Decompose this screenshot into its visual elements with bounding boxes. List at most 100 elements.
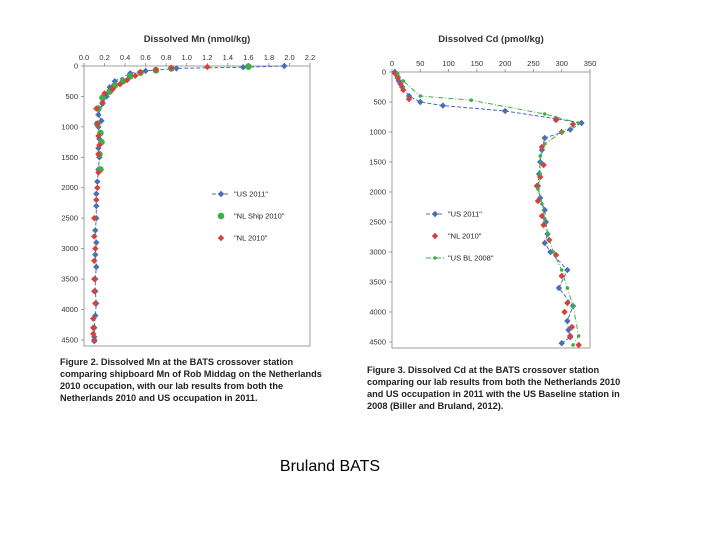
cd-data-point xyxy=(542,142,547,146)
mn-data-point xyxy=(95,111,102,118)
mn-data-point xyxy=(240,64,247,71)
cd-y-tick-label: 3500 xyxy=(369,278,386,287)
mn-data-point xyxy=(281,62,288,70)
mn-data-point xyxy=(93,263,100,271)
mn-legend-label: "US 2011" xyxy=(234,190,268,199)
mn-data-point xyxy=(93,239,100,246)
cd-x-tick-label: 0 xyxy=(390,59,394,68)
cd-data-point xyxy=(576,334,581,338)
mn-y-tick-label: 4500 xyxy=(61,335,78,344)
cd-figure-caption: Figure 3. Dissolved Cd at the BATS cross… xyxy=(367,365,621,411)
cd-data-point xyxy=(501,107,509,115)
mn-series-line xyxy=(93,65,285,342)
mn-data-point xyxy=(91,214,98,222)
mn-y-tick-label: 1000 xyxy=(61,122,78,131)
mn-legend-label: "NL 2010" xyxy=(234,234,268,243)
mn-data-point xyxy=(126,73,134,80)
mn-x-tick-label: 2.2 xyxy=(305,53,315,62)
mn-data-point xyxy=(95,144,102,152)
cd-y-tick-label: 4500 xyxy=(369,338,386,347)
mn-data-point xyxy=(173,65,180,72)
cd-y-tick-label: 2000 xyxy=(369,188,386,197)
cd-legend-entry: "US BL 2008" xyxy=(426,254,494,263)
mn-data-point xyxy=(109,85,116,93)
cd-y-tick-label: 0 xyxy=(382,68,386,77)
mn-y-tick-label: 0 xyxy=(74,62,78,71)
cd-chart: Dissolved Cd (pmol/kg) 0 50 100 150 200 250 300… xyxy=(369,34,596,349)
mn-plot-frame xyxy=(83,65,311,347)
mn-data-point xyxy=(93,196,100,204)
cd-series-line xyxy=(394,71,583,344)
cd-chart-title: Dissolved Cd (pmol/kg) xyxy=(438,34,544,45)
mn-data-point xyxy=(91,275,98,283)
mn-legend-entry: "NL Ship 2010" xyxy=(217,212,285,221)
cd-x-tick-label: 250 xyxy=(527,59,540,68)
cd-data-point xyxy=(537,194,544,202)
mn-x-tick-label: 0.2 xyxy=(99,53,109,62)
cd-x-tick-label: 100 xyxy=(442,59,455,68)
mn-data-point xyxy=(94,120,101,128)
cd-chart-panel: Dissolved Cd (pmol/kg) 0 50 100 150 200 250 300… xyxy=(362,30,632,410)
cd-data-point xyxy=(561,308,568,316)
cd-data-point xyxy=(559,268,564,272)
cd-series-line xyxy=(397,73,581,346)
mn-data-point xyxy=(245,63,252,70)
mn-legend-marker xyxy=(217,234,225,242)
cd-data-point xyxy=(545,232,550,236)
cd-series-2 xyxy=(395,72,581,347)
cd-legend-label: "NL 2010" xyxy=(448,232,482,241)
footer-title: Bruland BATS xyxy=(279,458,381,475)
cd-data-point xyxy=(569,121,577,128)
cd-series-1 xyxy=(391,70,582,349)
mn-x-tick-label: 1.8 xyxy=(264,53,274,62)
mn-y-tick-label: 3500 xyxy=(61,275,78,284)
mn-chart-title: Dissolved Mn (nmol/kg) xyxy=(144,34,251,45)
cd-legend-label: "US 2011" xyxy=(448,210,482,219)
mn-data-point xyxy=(168,64,175,72)
mn-data-point xyxy=(116,81,124,88)
cd-legend-entry: "US 2011" xyxy=(426,210,482,219)
cd-data-point xyxy=(541,134,548,142)
mn-data-point xyxy=(92,227,99,234)
cd-data-point xyxy=(552,116,560,124)
cd-data-point xyxy=(571,343,575,347)
mn-chart-panel: Dissolved Mn (nmol/kg) 0.0 0.2 0.4 0.6 0.8 1.0… xyxy=(52,30,322,410)
cd-data-point xyxy=(564,299,571,307)
mn-data-point xyxy=(91,257,98,264)
cd-data-point xyxy=(559,130,564,134)
mn-chart: Dissolved Mn (nmol/kg) 0.0 0.2 0.4 0.6 0.8 1.0… xyxy=(61,34,315,347)
mn-data-point xyxy=(90,315,97,322)
mn-data-point xyxy=(95,169,102,176)
cd-data-point xyxy=(578,119,585,127)
mn-y-tick-label: 500 xyxy=(65,92,78,101)
mn-x-tick-label: 0.4 xyxy=(120,53,130,62)
cd-data-point xyxy=(575,341,582,349)
cd-data-point xyxy=(542,112,547,116)
mn-data-point xyxy=(99,99,106,106)
mn-x-tick-label: 1.4 xyxy=(223,53,233,62)
mn-data-point xyxy=(92,251,99,258)
cd-data-point xyxy=(540,202,544,206)
mn-y-tick-label: 3000 xyxy=(61,244,78,253)
cd-data-point xyxy=(405,95,413,103)
mn-data-point xyxy=(106,84,113,91)
cd-data-point xyxy=(439,102,447,109)
mn-data-point xyxy=(96,141,103,149)
cd-series-0 xyxy=(391,68,585,347)
cd-data-point xyxy=(571,304,575,308)
cd-y-tick-label: 3000 xyxy=(369,248,386,257)
mn-data-point xyxy=(91,336,98,344)
mn-data-point xyxy=(93,105,100,112)
mn-data-point xyxy=(152,66,160,73)
cd-plot-frame xyxy=(391,71,591,349)
cd-legend-marker xyxy=(433,256,437,260)
mn-y-tick-label: 2000 xyxy=(61,183,78,192)
cd-legend-marker xyxy=(431,210,439,218)
mn-data-point xyxy=(93,190,100,198)
cd-y-tick-label: 4000 xyxy=(369,308,386,317)
cd-y-tick-label: 2500 xyxy=(369,218,386,227)
mn-data-point xyxy=(132,72,139,79)
mn-x-tick-label: 2.0 xyxy=(284,53,294,62)
cd-legend-label: "US BL 2008" xyxy=(448,254,494,263)
cd-legend-marker xyxy=(431,232,439,240)
